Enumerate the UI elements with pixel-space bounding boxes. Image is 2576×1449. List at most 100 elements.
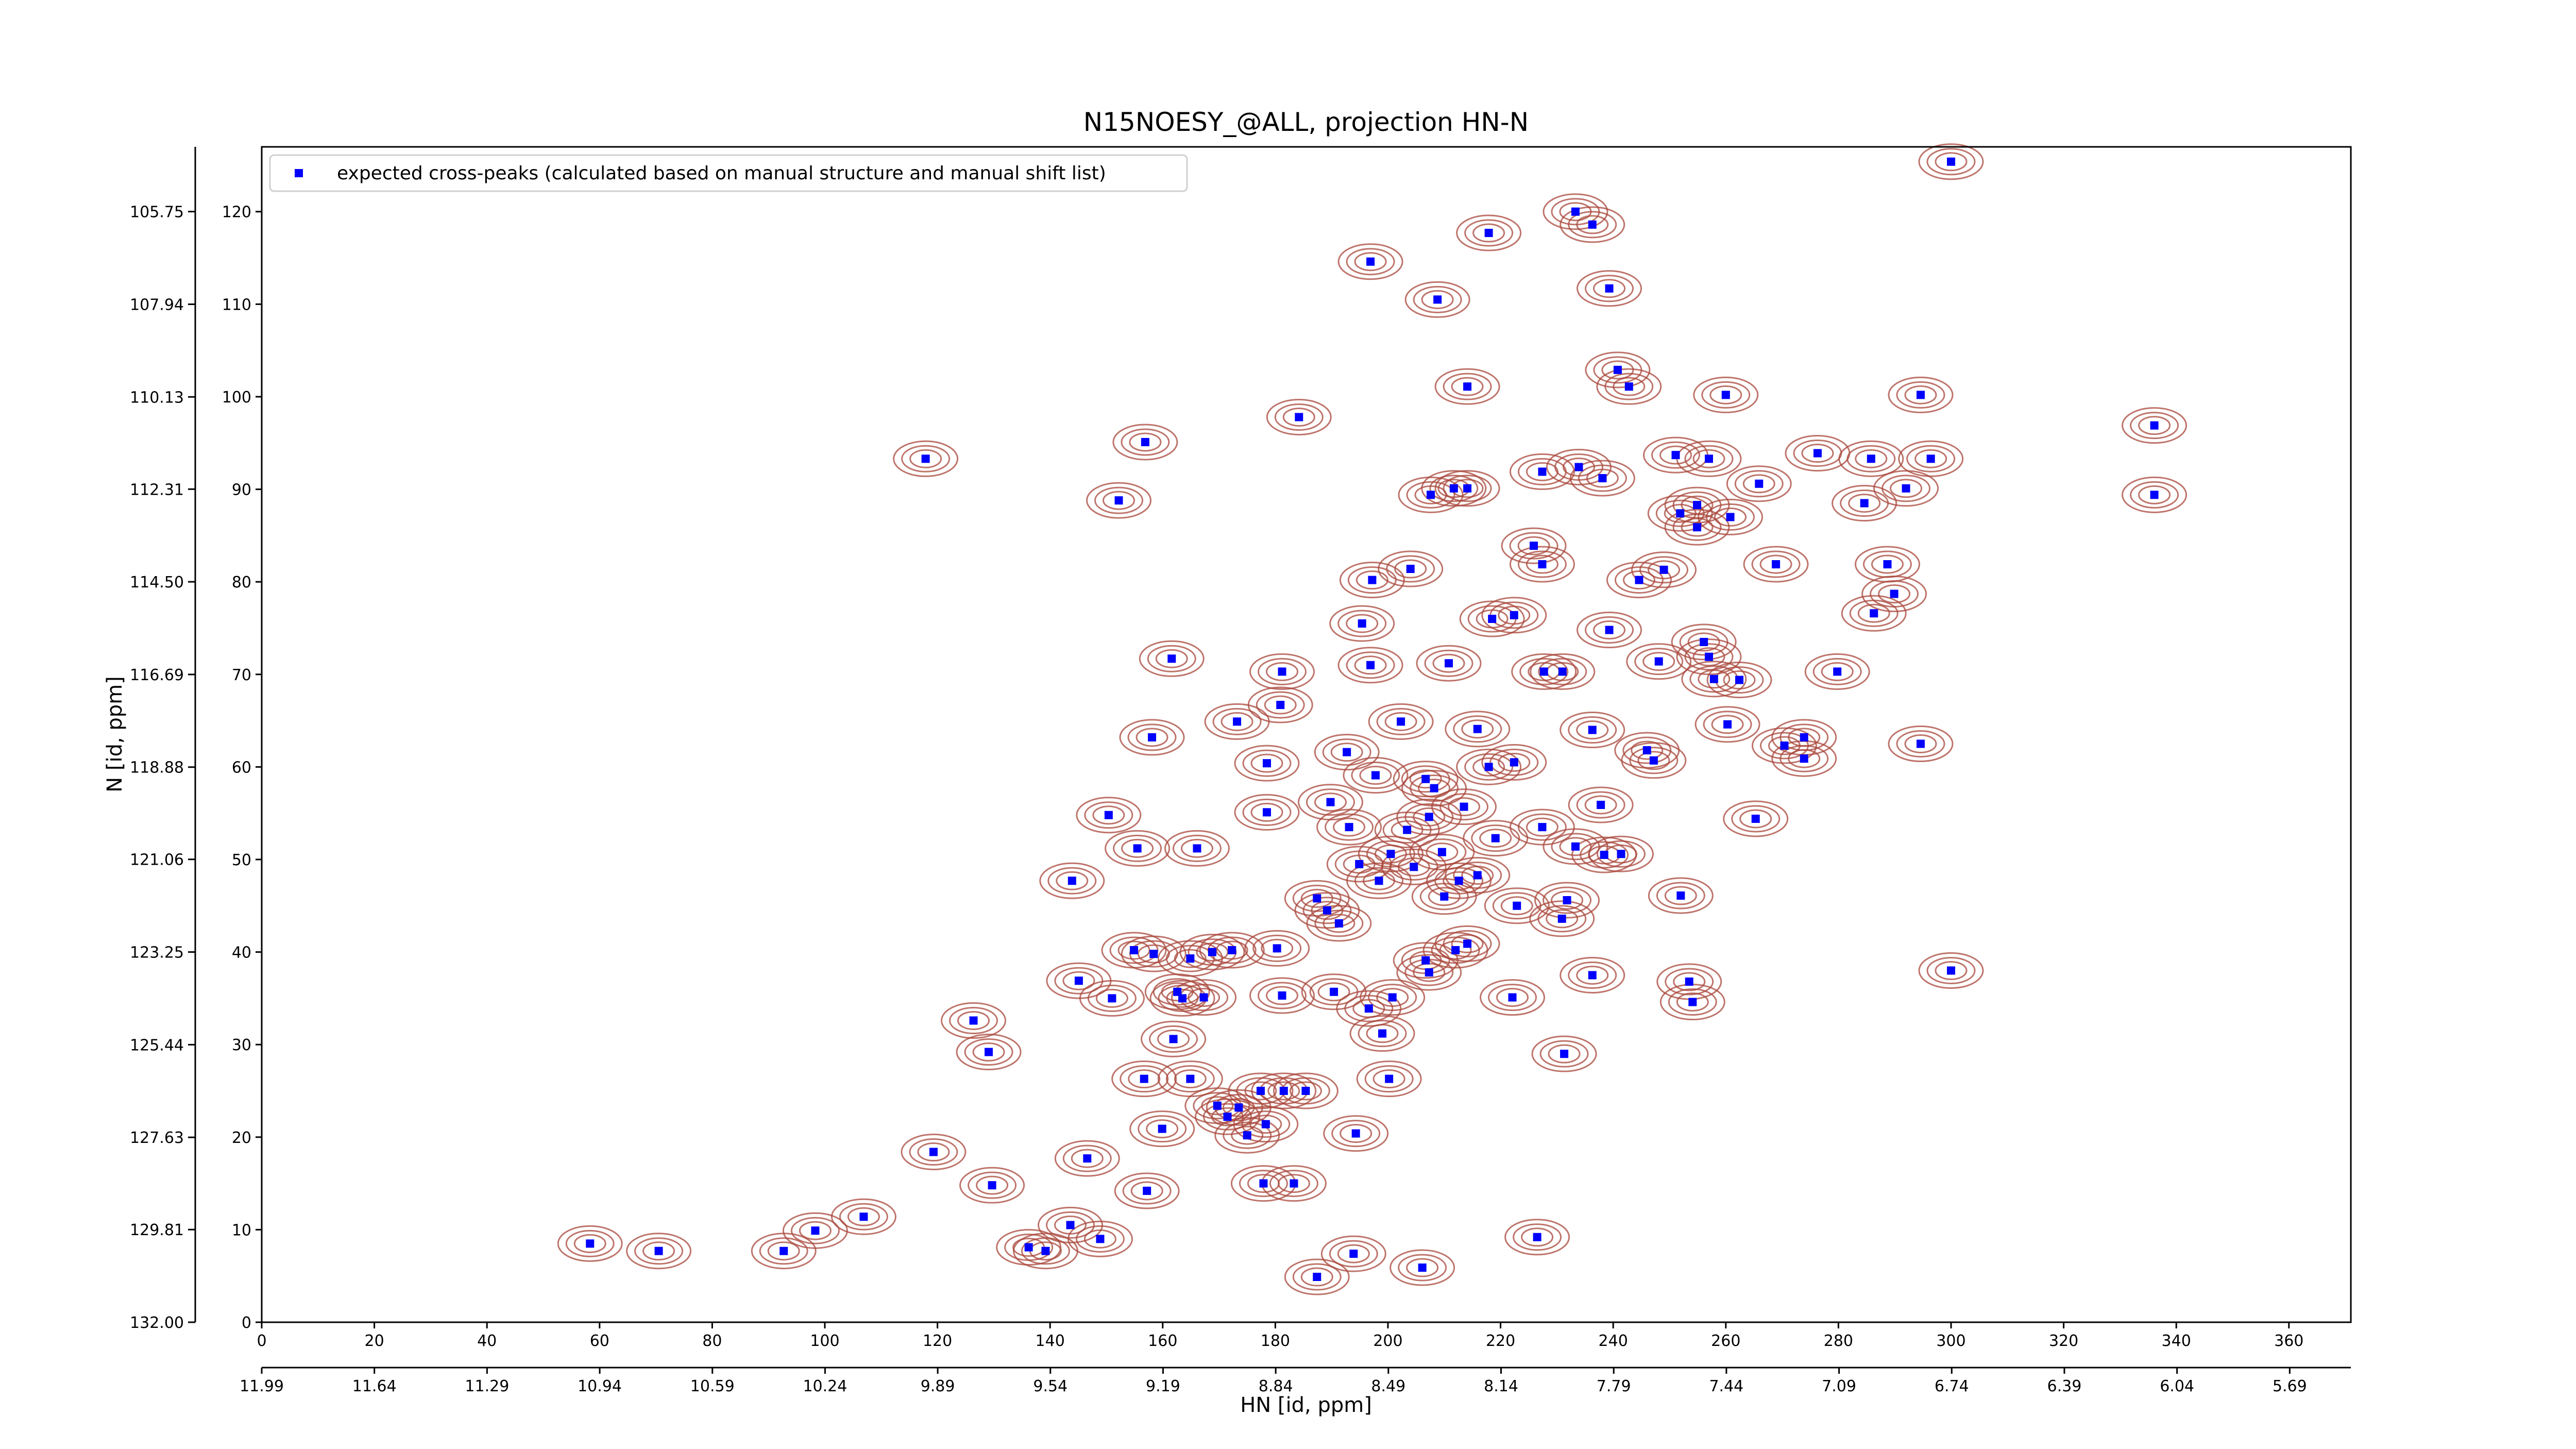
y2-tick-label: 123.25 [130, 944, 184, 962]
peak-contour [1111, 1060, 1177, 1098]
peak-contour [1149, 980, 1215, 1017]
cross-peak [1323, 906, 1331, 915]
peak-contour [1751, 727, 1817, 764]
peak-contour [1543, 193, 1608, 230]
peak-contour [1144, 973, 1210, 1010]
cross-peak [1800, 754, 1808, 763]
peak-contour [1426, 843, 1459, 862]
peak-contour [1464, 219, 1514, 247]
y2-tick-label: 127.63 [130, 1129, 184, 1147]
peak-contour [1898, 440, 1964, 477]
peak-contour [1146, 1119, 1179, 1139]
peak-contour [1317, 982, 1350, 1002]
peak-contour [1054, 967, 1104, 995]
peak-contour [1463, 820, 1529, 857]
cross-peak [1688, 998, 1697, 1006]
peak-contour [1821, 662, 1854, 681]
peak-contour [1356, 1060, 1422, 1098]
cross-peak [1597, 801, 1605, 810]
cross-peak [1558, 667, 1567, 676]
x-tick-label: 140 [1036, 1332, 1065, 1350]
peak-contour [1701, 381, 1751, 409]
peak-contour [1424, 649, 1473, 677]
peak-contour [1539, 1040, 1589, 1068]
peak-contour [1461, 866, 1494, 885]
peak-contour [1517, 536, 1550, 555]
peak-contour [1484, 887, 1550, 924]
cross-peak [1538, 560, 1547, 569]
peak-contour [1709, 385, 1742, 405]
peak-contour [1560, 956, 1625, 993]
peak-contour [1576, 965, 1609, 985]
peak-contour [1384, 712, 1417, 731]
peak-contour [1509, 808, 1575, 846]
cross-peak [1946, 966, 1955, 975]
peak-contour [1199, 932, 1265, 969]
cross-peak [811, 1226, 820, 1235]
cross-peak [1351, 1129, 1360, 1138]
peak-contour [1428, 887, 1461, 906]
peak-contour [1559, 837, 1592, 856]
cross-peak [2150, 421, 2159, 430]
peak-contour [1411, 878, 1477, 915]
peak-contour [1568, 716, 1617, 744]
peak-contour [1451, 377, 1484, 396]
x-tick-label: 40 [477, 1332, 497, 1350]
peak-contour [1092, 805, 1125, 825]
peak-contour [1211, 1107, 1244, 1126]
peak-contour [1453, 715, 1502, 743]
peak-contour [1355, 570, 1388, 590]
cross-peak [1800, 733, 1808, 742]
peak-contour [1119, 719, 1185, 756]
peak-contour [1543, 886, 1592, 914]
peak-contour [1393, 942, 1459, 979]
peak-contour [1376, 707, 1426, 735]
y2-tick-label: 125.44 [130, 1036, 184, 1054]
cross-peak [1491, 834, 1500, 843]
peak-contour [1614, 566, 1664, 594]
x2-tick-label: 6.74 [1935, 1377, 1969, 1395]
x-tick-label: 340 [2162, 1332, 2191, 1350]
peak-contour [1604, 373, 1654, 400]
peak-contour [626, 1233, 692, 1270]
cross-peak [1735, 676, 1744, 684]
cross-peak [1780, 742, 1789, 750]
peak-contour [1128, 1069, 1161, 1089]
peak-contour [1726, 465, 1792, 502]
peak-contour [790, 1217, 840, 1244]
x2-tick-label: 7.44 [1709, 1377, 1743, 1395]
cross-peak [1449, 484, 1458, 493]
peak-contour [1314, 734, 1380, 771]
peak-contour [1349, 1015, 1415, 1052]
peak-contour [1622, 736, 1672, 764]
peak-contour [1054, 1140, 1120, 1177]
peak-contour [1406, 481, 1455, 509]
cross-peak [1437, 848, 1446, 856]
peak-contour [1578, 464, 1627, 492]
peak-contour [1047, 867, 1097, 895]
peak-contour [1804, 653, 1870, 690]
peak-contour [1401, 770, 1467, 807]
peak-contour [1501, 527, 1567, 564]
peak-contour [1174, 1069, 1207, 1089]
y-axis-label: N [id, ppm] [103, 676, 127, 793]
peak-contour [1337, 1244, 1370, 1263]
cross-peak [1358, 619, 1366, 628]
peak-contour [1174, 949, 1207, 968]
cross-peak [1635, 576, 1643, 584]
peak-contour [1398, 476, 1464, 513]
peak-contour [847, 1207, 880, 1226]
cross-peak [1024, 1243, 1033, 1252]
peak-contour [1381, 848, 1447, 885]
cross-peak [1883, 560, 1892, 569]
cross-peak [1378, 1029, 1387, 1038]
peak-contour [1114, 1172, 1180, 1209]
peak-contour [1071, 1149, 1104, 1168]
cross-peak [1233, 717, 1242, 726]
peak-contour [1673, 972, 1706, 991]
cross-peak [1406, 565, 1415, 574]
peak-contour [1878, 584, 1911, 603]
peak-contour [1703, 711, 1752, 738]
peak-contour [1568, 961, 1617, 989]
x2-tick-label: 9.19 [1146, 1377, 1180, 1395]
